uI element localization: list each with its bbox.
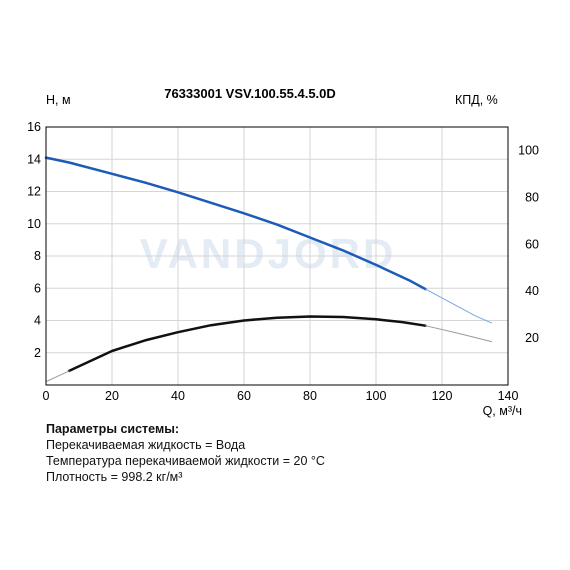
- y-right-tick-label: 20: [525, 331, 539, 345]
- y-right-tick-label: 80: [525, 190, 539, 204]
- x-tick-label: 40: [171, 389, 185, 403]
- x-tick-label: 0: [43, 389, 50, 403]
- params-line: Плотность = 998.2 кг/м³: [46, 470, 183, 484]
- y-left-tick-label: 6: [34, 281, 41, 295]
- y-left-axis-label: H, м: [46, 93, 71, 107]
- y-left-tick-label: 10: [27, 217, 41, 231]
- y-left-tick-label: 2: [34, 346, 41, 360]
- x-axis-label: Q, м³/ч: [483, 404, 522, 418]
- x-tick-label: 100: [366, 389, 387, 403]
- grid: [46, 127, 508, 385]
- efficiency-curve-3: [45, 370, 70, 383]
- y-left-tick-label: 4: [34, 314, 41, 328]
- tick-labels: 0 20 40 60 80 100 120 140 2 4 6 8 10 12 14 16 20 40 60 80 10…: [27, 120, 539, 403]
- x-tick-label: 140: [498, 389, 519, 403]
- x-tick-label: 120: [432, 389, 453, 403]
- y-right-tick-label: 100: [518, 143, 539, 157]
- y-right-tick-label: 40: [525, 284, 539, 298]
- plot-frame: [45, 126, 509, 386]
- y-right-tick-label: 60: [525, 237, 539, 251]
- y-left-tick-label: 12: [27, 185, 41, 199]
- params-header: Параметры системы:: [46, 422, 180, 436]
- y-left-tick-label: 8: [34, 249, 41, 263]
- params-line: Перекачиваемая жидкость = Вода: [46, 438, 246, 452]
- efficiency-curve-2: [67, 315, 427, 373]
- x-tick-label: 80: [303, 389, 317, 403]
- efficiency-curve-4: [425, 325, 492, 343]
- x-tick-label: 20: [105, 389, 119, 403]
- x-tick-label: 60: [237, 389, 251, 403]
- y-left-tick-label: 14: [27, 152, 41, 166]
- system-parameters: Параметры системы: Перекачиваемая жидкос…: [46, 421, 325, 485]
- head-curve-1: [425, 288, 492, 324]
- chart-title: 76333001 VSV.100.55.4.5.0D: [164, 86, 336, 101]
- y-right-axis-label: КПД, %: [455, 93, 498, 107]
- y-left-tick-label: 16: [27, 120, 41, 134]
- pump-curve-chart: 76333001 VSV.100.55.4.5.0D H, м КПД, % Q…: [27, 86, 539, 418]
- series: [44, 156, 492, 383]
- head-curve-0: [44, 156, 427, 291]
- params-line: Температура перекачиваемой жидкости = 20…: [46, 454, 325, 468]
